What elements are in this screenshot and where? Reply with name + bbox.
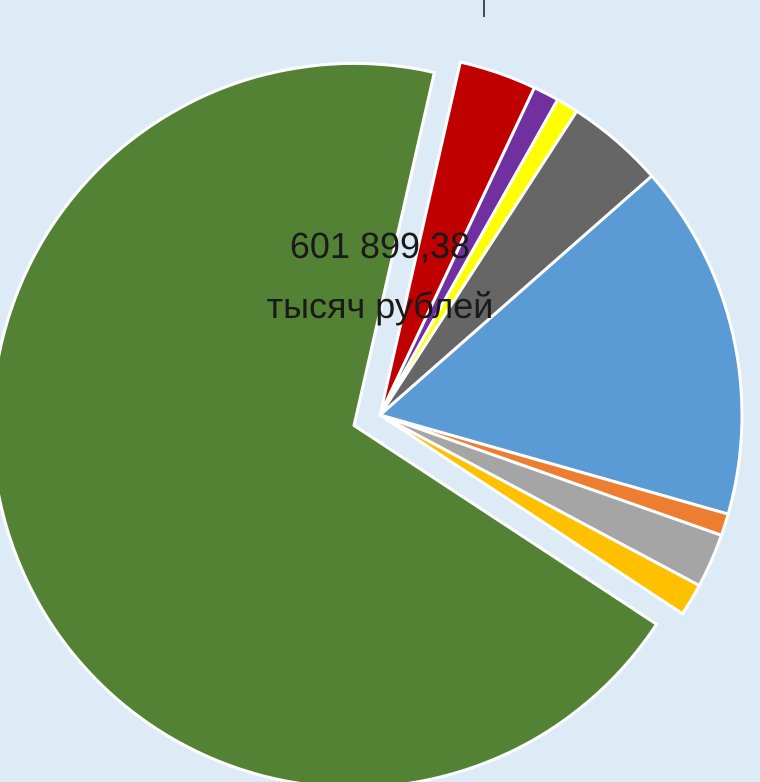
pie-slice-6 [378, 174, 744, 516]
pie-slice-1 [0, 61, 659, 782]
pie-slice-9 [378, 413, 701, 616]
slice-value-label: 601 899,38 [290, 225, 470, 266]
pie-slices [0, 60, 744, 782]
slice-unit-label: тысяч рублей [267, 285, 494, 326]
